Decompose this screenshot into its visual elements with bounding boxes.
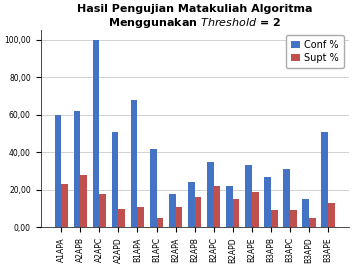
Bar [156,218,163,227]
Bar [309,218,316,227]
Bar [195,197,201,227]
Bar [61,184,68,227]
Bar [245,166,252,227]
Bar [226,186,233,227]
Bar [328,203,335,227]
Bar [169,194,175,227]
Bar [118,209,125,227]
Bar [207,162,214,227]
Bar [252,192,258,227]
Bar [73,111,80,227]
Bar [150,148,156,227]
Bar [283,169,290,227]
Bar [214,186,220,227]
Title: Hasil Pengujian Matakuliah Algoritma
Menggunakan $\bf{\mathit{Threshold}}$ = 2: Hasil Pengujian Matakuliah Algoritma Men… [77,4,312,30]
Bar [93,40,99,227]
Bar [99,194,106,227]
Bar [175,207,182,227]
Bar [112,132,118,227]
Legend: Conf %, Supt %: Conf %, Supt % [286,35,344,68]
Bar [290,210,297,227]
Bar [233,199,239,227]
Bar [303,199,309,227]
Bar [264,177,271,227]
Bar [188,182,195,227]
Bar [322,132,328,227]
Bar [131,100,137,227]
Bar [80,175,87,227]
Bar [271,210,277,227]
Bar [137,207,144,227]
Bar [54,115,61,227]
